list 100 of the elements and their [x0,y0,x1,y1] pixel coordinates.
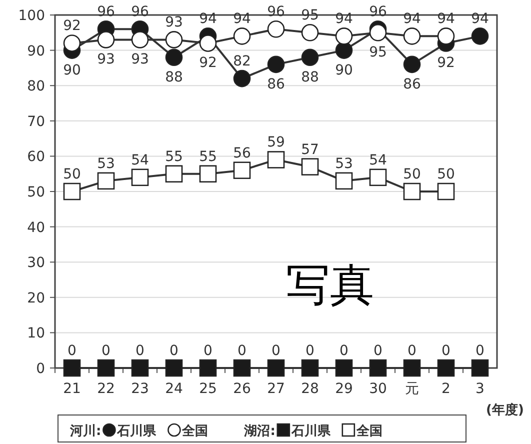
point [233,70,251,88]
data-label: 94 [199,11,217,28]
data-label: 54 [369,152,387,168]
x-tick-label: 30 [369,381,387,397]
point [335,42,353,59]
legend-label: 全国 [181,424,208,439]
point [301,48,319,66]
y-tick-label: 20 [27,290,45,306]
data-label: 0 [476,343,484,359]
data-label: 86 [403,76,421,92]
point [131,168,149,186]
point [63,359,81,377]
data-label: 94 [437,11,455,28]
data-label: 50 [403,166,421,182]
data-label: 0 [68,343,76,359]
point [199,359,217,377]
data-label: 50 [63,166,81,182]
x-tick-label: 25 [199,381,217,397]
point [199,165,217,182]
point [233,162,251,179]
data-label: 53 [335,156,353,172]
point [199,34,217,52]
y-tick-label: 40 [27,220,45,236]
y-tick-label: 30 [27,255,45,272]
data-label: 88 [301,69,319,86]
point [335,359,353,377]
x-tick-label: 28 [301,381,319,397]
x-tick-label: 21 [63,381,81,397]
point [301,359,319,377]
x-tick-label: 22 [97,381,115,397]
data-label: 94 [471,11,489,28]
point [233,28,251,45]
point [97,31,115,48]
point [63,34,81,52]
data-label: 57 [301,142,319,158]
data-label: 0 [272,343,280,359]
point [403,182,421,200]
data-label: 0 [136,343,144,359]
annotation: 写真 [286,260,374,311]
data-label: 0 [238,343,246,359]
point [301,158,319,176]
data-label: 0 [374,343,382,359]
data-label: 92 [437,55,455,72]
data-label: 82 [233,54,251,70]
data-label: 92 [63,18,81,34]
x-tick-label: 3 [476,381,484,397]
x-tick-label: 26 [233,381,251,397]
data-label: 94 [233,11,251,28]
y-tick-label: 90 [27,43,45,60]
data-label: 88 [165,69,183,86]
data-label: 0 [306,343,314,359]
point [165,165,183,182]
y-tick-label: 80 [27,78,45,95]
point [267,56,285,74]
data-label: 92 [199,55,217,72]
x-tick-label: 23 [131,381,149,397]
data-label: 95 [369,44,387,61]
data-label: 0 [408,343,416,359]
point [369,24,387,42]
data-label: 90 [335,62,353,78]
data-label: 0 [102,343,110,359]
text: 河川: [69,424,102,439]
point [267,359,285,377]
legend-label: 全国 [355,424,382,439]
data-label: 90 [63,62,81,78]
y-tick-label: 10 [27,326,45,342]
point [403,56,421,74]
data-label: 53 [97,156,115,172]
point [131,359,149,377]
x-tick-label: 27 [267,381,285,397]
point [165,48,183,66]
data-label: 86 [267,76,285,92]
x-axis-title: (年度) [486,402,524,418]
data-label: 59 [267,134,285,151]
x-tick-label: 29 [335,381,353,397]
y-tick-label: 100 [18,8,45,24]
point [437,28,455,45]
data-label: 55 [199,148,217,165]
point [165,31,183,48]
point [63,182,81,200]
data-label: 50 [437,166,455,182]
point [437,182,455,200]
point [403,28,421,45]
data-label: 54 [131,152,149,168]
point [471,28,489,45]
point [471,359,489,377]
y-tick-label: 70 [27,114,45,130]
data-label: 0 [340,343,348,359]
data-label: 94 [403,11,421,28]
legend-label: 石川県 [116,424,158,439]
x-tick-label: 24 [165,381,183,397]
data-label: 0 [204,343,212,359]
point [131,31,149,48]
data-label: 93 [97,52,115,68]
y-tick-label: 60 [27,149,45,166]
point [233,359,251,377]
data-label: 55 [165,148,183,165]
point [437,359,455,377]
point [335,172,353,190]
point [369,359,387,377]
